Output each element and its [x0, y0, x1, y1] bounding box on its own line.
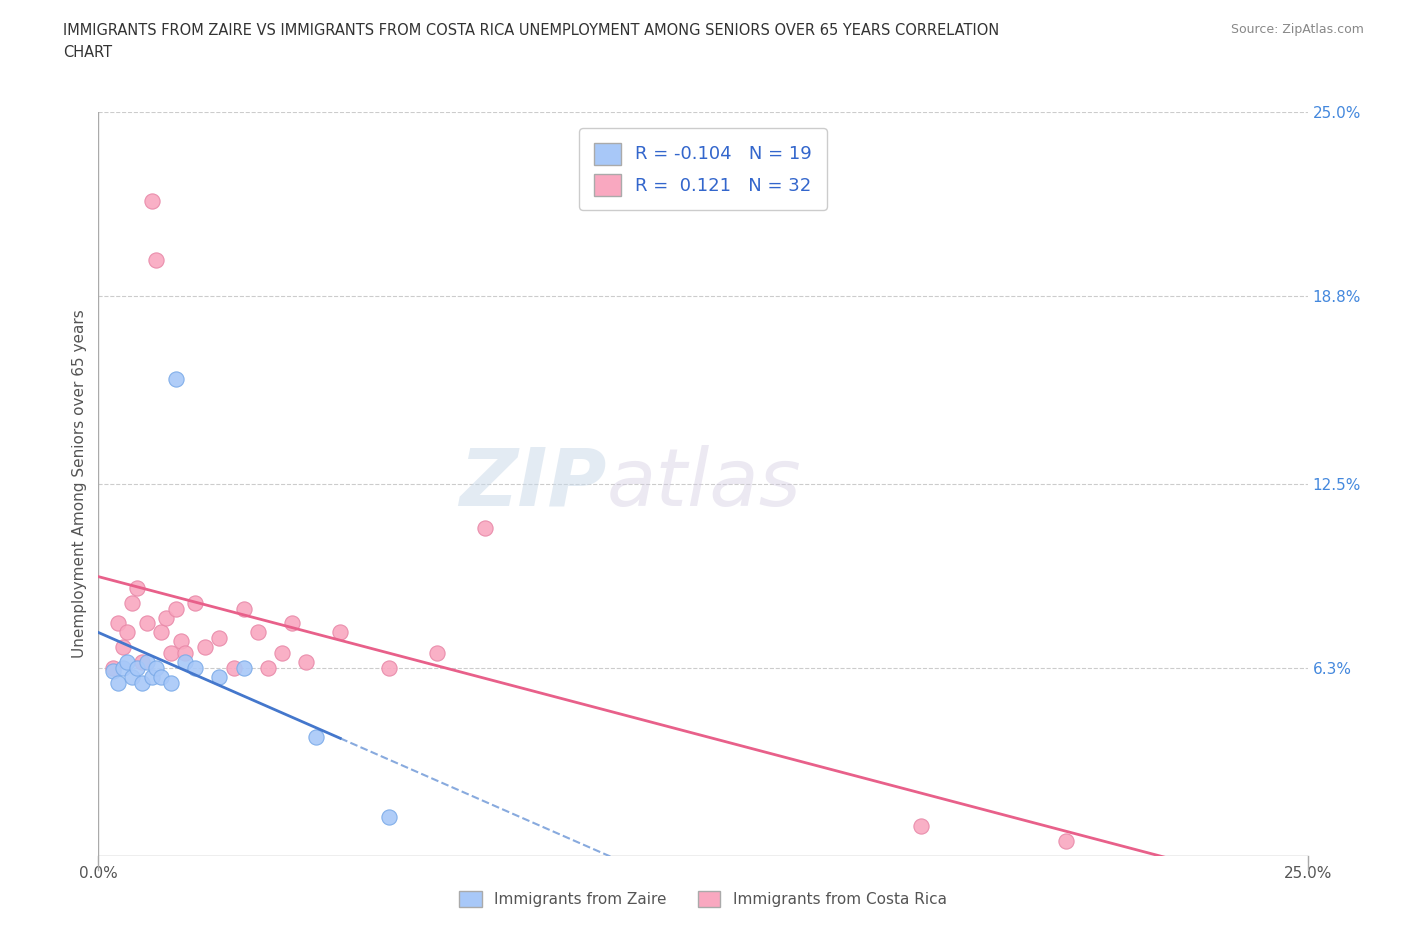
- Point: [222, 660, 245, 675]
- Text: Source: ZipAtlas.com: Source: ZipAtlas.com: [1230, 23, 1364, 36]
- Point: [305, 729, 328, 744]
- Point: [160, 675, 183, 690]
- Point: [247, 625, 270, 640]
- Point: [281, 616, 304, 631]
- Point: [474, 521, 496, 536]
- Point: [131, 675, 153, 690]
- Point: [121, 670, 143, 684]
- Point: [165, 372, 187, 387]
- Point: [127, 660, 149, 675]
- Point: [145, 660, 167, 675]
- Point: [1054, 833, 1077, 848]
- Legend: R = -0.104   N = 19, R =  0.121   N = 32: R = -0.104 N = 19, R = 0.121 N = 32: [579, 128, 827, 210]
- Text: CHART: CHART: [63, 45, 112, 60]
- Point: [131, 655, 153, 670]
- Point: [256, 660, 278, 675]
- Point: [271, 645, 294, 660]
- Point: [155, 610, 177, 625]
- Point: [165, 601, 187, 616]
- Text: IMMIGRANTS FROM ZAIRE VS IMMIGRANTS FROM COSTA RICA UNEMPLOYMENT AMONG SENIORS O: IMMIGRANTS FROM ZAIRE VS IMMIGRANTS FROM…: [63, 23, 1000, 38]
- Text: atlas: atlas: [606, 445, 801, 523]
- Point: [194, 640, 217, 655]
- Point: [111, 640, 134, 655]
- Point: [107, 675, 129, 690]
- Point: [135, 655, 157, 670]
- Point: [117, 655, 139, 670]
- Point: [377, 660, 399, 675]
- Point: [107, 616, 129, 631]
- Point: [101, 664, 124, 679]
- Point: [141, 193, 163, 208]
- Point: [208, 670, 231, 684]
- Point: [150, 625, 173, 640]
- Point: [117, 625, 139, 640]
- Point: [184, 595, 207, 610]
- Point: [127, 580, 149, 595]
- Point: [135, 616, 157, 631]
- Point: [101, 660, 124, 675]
- Point: [160, 645, 183, 660]
- Point: [121, 595, 143, 610]
- Text: ZIP: ZIP: [458, 445, 606, 523]
- Point: [377, 809, 399, 824]
- Point: [150, 670, 173, 684]
- Legend: Immigrants from Zaire, Immigrants from Costa Rica: Immigrants from Zaire, Immigrants from C…: [453, 884, 953, 913]
- Point: [184, 660, 207, 675]
- Point: [910, 818, 932, 833]
- Point: [329, 625, 352, 640]
- Point: [426, 645, 449, 660]
- Point: [111, 660, 134, 675]
- Point: [174, 655, 197, 670]
- Y-axis label: Unemployment Among Seniors over 65 years: Unemployment Among Seniors over 65 years: [72, 309, 87, 658]
- Point: [232, 601, 254, 616]
- Point: [169, 634, 191, 649]
- Point: [174, 645, 197, 660]
- Point: [232, 660, 254, 675]
- Point: [145, 253, 167, 268]
- Point: [141, 670, 163, 684]
- Point: [208, 631, 231, 645]
- Point: [295, 655, 318, 670]
